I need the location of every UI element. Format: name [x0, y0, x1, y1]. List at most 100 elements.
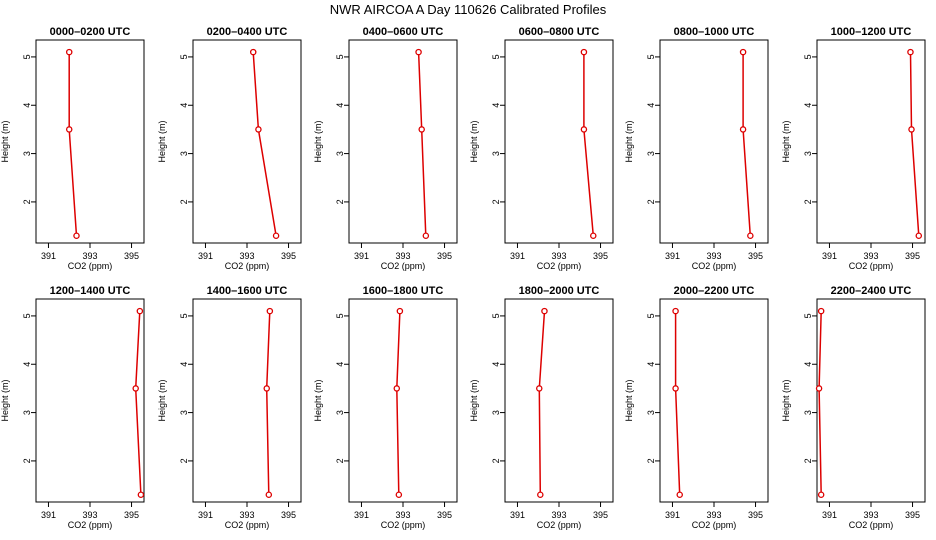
panel-4-y-tick-label: 3	[491, 151, 501, 156]
panel-3-profile-point	[415, 48, 422, 56]
panel-1-y-tick-label: 5	[22, 54, 32, 59]
panel-4-x-axis-label: CO2 (ppm)	[537, 261, 582, 271]
panel-8-x-axis-label: CO2 (ppm)	[225, 520, 270, 530]
panel-12-profile-point	[817, 491, 825, 498]
panel-2-profile-line	[252, 52, 277, 236]
panel-6-y-tick-label: 2	[803, 199, 813, 204]
panel-12-title: 2200–2400 UTC	[831, 285, 912, 297]
panel-2-y-axis-label: Height (m)	[157, 120, 167, 162]
panel-11-x-axis-label: CO2 (ppm)	[692, 520, 737, 530]
panel-5-y-axis-label: Height (m)	[624, 120, 634, 162]
panel-3-y-tick-label: 3	[335, 151, 345, 156]
panel-5-y-tick-label: 5	[646, 54, 656, 59]
panel-9-x-tick-label: 395	[437, 510, 452, 520]
panel-7-y-tick-label: 5	[22, 313, 32, 318]
panel-7-y-tick-label: 3	[22, 410, 32, 415]
panel-1-x-tick-label: 395	[124, 251, 139, 261]
panel-5-profile-line	[742, 52, 752, 236]
panel-4-title: 0600–0800 UTC	[519, 26, 600, 38]
panel-9-y-tick-label: 5	[335, 313, 345, 318]
panel-12-profile-line	[818, 311, 822, 495]
panel-10-x-tick-label: 391	[510, 510, 525, 520]
panel-2-x-axis-label: CO2 (ppm)	[225, 261, 270, 271]
panel-10-profile-point	[537, 491, 544, 498]
panel-5-frame	[659, 39, 769, 244]
panel-6-profile-point	[915, 232, 923, 239]
panel-9-frame	[348, 298, 458, 503]
panel-2-x-tick-label: 391	[198, 251, 213, 261]
panel-1-x-tick-label: 393	[82, 251, 97, 261]
panel-2-y-tick-label: 2	[179, 199, 189, 204]
panel-9-title: 1600–1800 UTC	[363, 285, 444, 297]
panel-1-title: 0000–0200 UTC	[50, 26, 131, 38]
panel-10-frame	[504, 298, 614, 503]
panel-8-x-tick-label: 391	[198, 510, 213, 520]
panel-8-profile-line	[265, 311, 271, 495]
panel-1-y-tick-label: 4	[22, 103, 32, 108]
panel-7-y-axis-label: Height (m)	[0, 379, 10, 421]
panel-7-x-tick-label: 395	[124, 510, 139, 520]
panel-1-profile-point	[73, 232, 80, 239]
panel-7-profile-point	[132, 385, 139, 392]
panel-10-y-tick-label: 5	[491, 313, 501, 318]
panel-9-y-tick-label: 3	[335, 410, 345, 415]
panel-5-x-tick-label: 395	[748, 251, 763, 261]
panel-3-y-tick-label: 4	[335, 103, 345, 108]
panel-7-y-tick-label: 4	[22, 362, 32, 367]
panel-3-x-tick-label: 395	[437, 251, 452, 261]
panel-9-profile-point	[395, 491, 403, 498]
panel-9-x-tick-label: 391	[354, 510, 369, 520]
panel-10-x-tick-label: 393	[551, 510, 566, 520]
panel-4-y-tick-label: 2	[491, 199, 501, 204]
panel-3-profile-point	[418, 126, 425, 133]
panel-7-profile-line	[134, 311, 142, 495]
panel-5-y-tick-label: 4	[646, 103, 656, 108]
panel-11-x-tick-label: 391	[665, 510, 680, 520]
panel-1-x-axis-label: CO2 (ppm)	[68, 261, 113, 271]
panel-8-y-axis-label: Height (m)	[157, 379, 167, 421]
panel-10-y-tick-label: 4	[491, 362, 501, 367]
panel-4-x-tick-label: 391	[510, 251, 525, 261]
panel-2-frame	[192, 39, 302, 244]
panel-12-y-tick-label: 2	[803, 458, 813, 463]
panel-12-profile-point	[815, 385, 823, 392]
panel-4-x-tick-label: 395	[593, 251, 608, 261]
panel-12-y-axis-label: Height (m)	[781, 379, 791, 421]
panel-12-profile-point	[817, 307, 825, 315]
panel-11-profile-point	[676, 491, 683, 498]
panel-1-y-tick-label: 3	[22, 151, 32, 156]
panel-8-y-tick-label: 3	[179, 410, 189, 415]
panel-2-profile-point	[249, 48, 257, 56]
figure-title: NWR AIRCOA A Day 110626 Calibrated Profi…	[329, 2, 607, 17]
panel-3-x-tick-label: 391	[354, 251, 369, 261]
panel-1-profile-point	[65, 48, 73, 56]
panel-2-y-tick-label: 3	[179, 151, 189, 156]
panel-5-profile-point	[739, 126, 747, 133]
panel-5-x-tick-label: 393	[706, 251, 721, 261]
panel-7-y-tick-label: 2	[22, 458, 32, 463]
panel-11-y-tick-label: 3	[646, 410, 656, 415]
panel-7-frame	[35, 298, 145, 503]
panel-7-x-axis-label: CO2 (ppm)	[68, 520, 113, 530]
panel-9-x-axis-label: CO2 (ppm)	[381, 520, 426, 530]
panel-6-title: 1000–1200 UTC	[831, 26, 912, 38]
panel-11-title: 2000–2200 UTC	[674, 285, 755, 297]
panel-12-x-tick-label: 395	[905, 510, 920, 520]
panel-7-x-tick-label: 391	[41, 510, 56, 520]
panel-4-profile-point	[590, 232, 597, 239]
panel-10-x-tick-label: 395	[593, 510, 608, 520]
panel-3-profile-line	[417, 52, 427, 236]
panel-7-x-tick-label: 393	[82, 510, 97, 520]
panel-8-frame	[192, 298, 302, 503]
panel-11-profile-point	[672, 385, 679, 392]
panel-4-profile-point	[580, 48, 588, 56]
panel-6-x-axis-label: CO2 (ppm)	[849, 261, 894, 271]
panel-12-x-tick-label: 393	[863, 510, 878, 520]
panel-4-y-tick-label: 4	[491, 103, 501, 108]
panel-4-profile-point	[580, 126, 588, 133]
panel-6-y-tick-label: 3	[803, 151, 813, 156]
panel-3-y-axis-label: Height (m)	[313, 120, 323, 162]
panel-3-title: 0400–0600 UTC	[363, 26, 444, 38]
panel-9-profile-point	[393, 385, 401, 392]
